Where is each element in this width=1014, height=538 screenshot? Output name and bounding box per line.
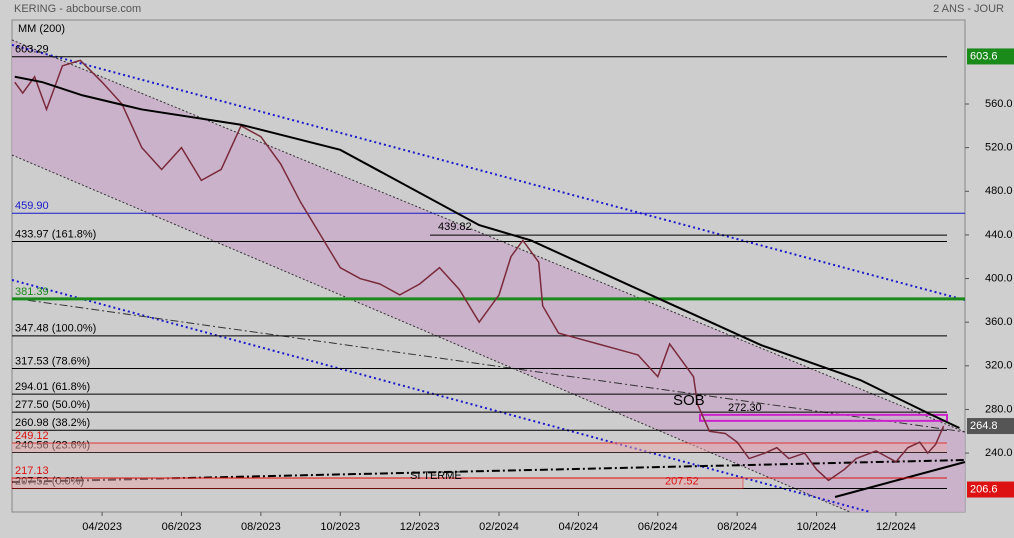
x-tick-label: 12/2023 <box>400 521 440 533</box>
y-tick-label: 400.0 <box>985 272 1013 284</box>
last-value-box <box>967 481 1014 498</box>
x-tick-label: 08/2024 <box>717 521 757 533</box>
level-label: 433.97 (161.8%) <box>15 228 96 240</box>
si-terme-annotation: SI TERME <box>410 470 462 482</box>
x-tick-label: 10/2023 <box>320 521 360 533</box>
sob-annotation: SOB <box>673 392 705 409</box>
y-tick-label: 520.0 <box>985 142 1013 154</box>
y-tick-label: 280.0 <box>985 403 1013 415</box>
x-tick-label: 04/2023 <box>82 521 122 533</box>
level-label: 381.39 <box>15 286 49 298</box>
y-tick-label: 480.0 <box>985 185 1013 197</box>
uptrend <box>834 461 966 498</box>
y-tick-label: 560.0 <box>985 98 1013 110</box>
x-tick-label: 02/2024 <box>479 521 519 533</box>
x-tick-label: 04/2024 <box>559 521 599 533</box>
title: KERING - abcbourse.com <box>14 3 141 15</box>
last-value-label: 603.6 <box>970 50 998 62</box>
y-tick-label: 440.0 <box>985 229 1013 241</box>
level-label: 294.01 (61.8%) <box>15 381 90 393</box>
magenta-label: 272.30 <box>728 402 762 414</box>
dashdot-trend <box>11 297 966 433</box>
red-band <box>12 443 947 453</box>
target-label: 207.52 <box>665 475 699 487</box>
x-tick-label: 08/2023 <box>241 521 281 533</box>
last-value-label: 206.6 <box>970 483 998 495</box>
last-value-label: 264.8 <box>970 420 998 432</box>
x-tick-label: 10/2024 <box>797 521 837 533</box>
moving-average <box>14 75 960 429</box>
price-line <box>14 59 945 482</box>
ma-label: MM (200) <box>18 23 65 35</box>
x-tick-label: 12/2024 <box>876 521 916 533</box>
level-label: 317.53 (78.6%) <box>15 355 90 367</box>
last-value-box <box>967 48 1014 65</box>
plot <box>14 59 960 482</box>
x-tick-label: 06/2023 <box>162 521 202 533</box>
last-value-box <box>967 418 1014 435</box>
subtitle: 2 ANS - JOUR <box>933 3 1004 15</box>
level-label: 260.98 (38.2%) <box>15 417 90 429</box>
magenta-box <box>699 413 948 422</box>
support-trend <box>11 459 966 483</box>
y-tick-label: 240.0 <box>985 447 1013 459</box>
x-tick-label: 06/2024 <box>638 521 678 533</box>
high-level-label: 439.82 <box>438 221 472 233</box>
level-label: 459.90 <box>15 200 49 212</box>
levels: 603.29 459.90 433.97 (161.8%) 381.39 347.48 … <box>11 44 965 490</box>
y-tick-label: 360.0 <box>985 316 1013 328</box>
target-box <box>11 477 744 490</box>
y-tick-label: 320.0 <box>985 360 1013 372</box>
level-label: 249.12 <box>15 430 49 442</box>
level-label: 217.13 <box>15 465 49 477</box>
blue-trend-bottom <box>11 279 871 513</box>
level-label: 347.48 (100.0%) <box>15 323 96 335</box>
level-label: 603.29 <box>15 44 49 56</box>
level-label: 277.50 (50.0%) <box>15 399 90 411</box>
